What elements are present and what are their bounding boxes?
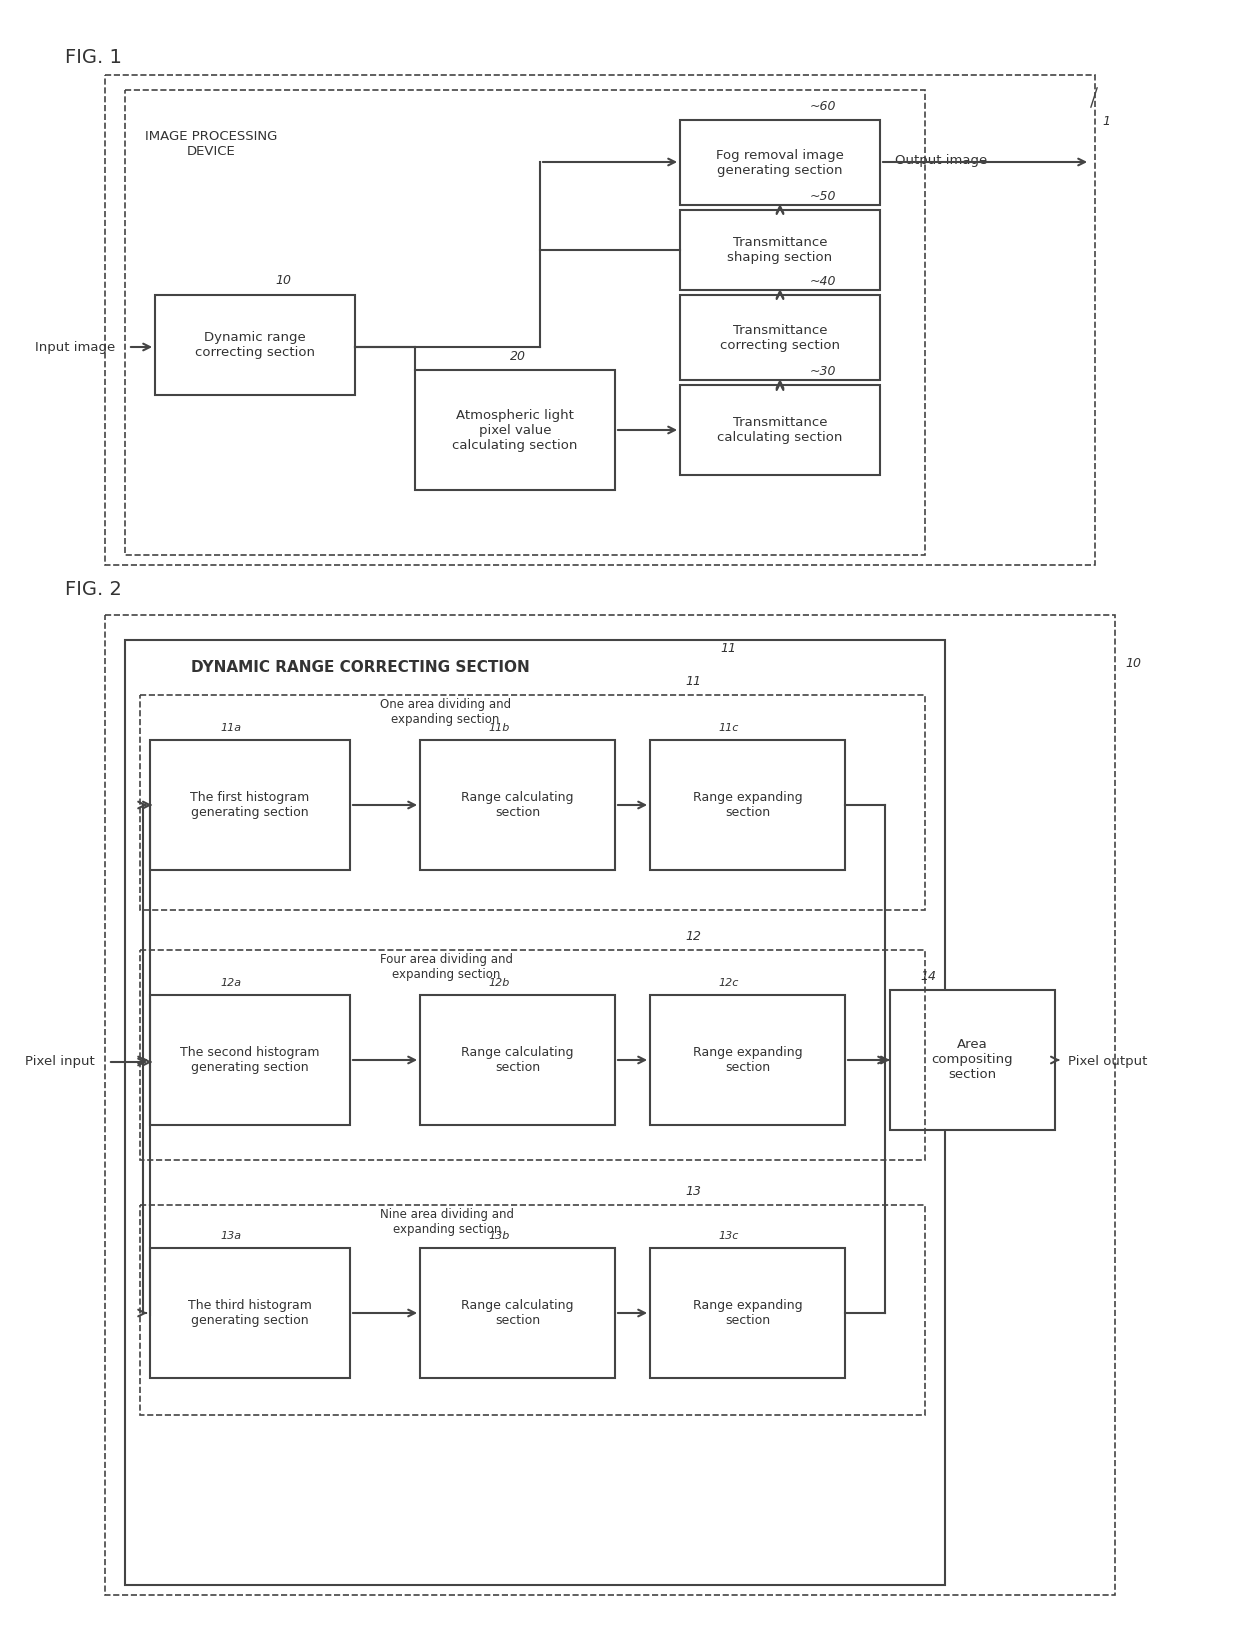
Text: ~50: ~50 xyxy=(810,191,837,204)
Text: 12: 12 xyxy=(684,930,701,943)
Text: FIG. 2: FIG. 2 xyxy=(64,580,122,599)
Text: DYNAMIC RANGE CORRECTING SECTION: DYNAMIC RANGE CORRECTING SECTION xyxy=(191,660,529,674)
Text: 12c: 12c xyxy=(718,977,738,989)
Text: 10: 10 xyxy=(275,274,291,287)
Bar xyxy=(140,1205,925,1416)
Text: Range expanding
section: Range expanding section xyxy=(693,792,802,819)
Bar xyxy=(420,995,615,1126)
Text: ~60: ~60 xyxy=(810,99,837,112)
Text: The second histogram
generating section: The second histogram generating section xyxy=(180,1046,320,1074)
Text: ~30: ~30 xyxy=(810,365,837,378)
Text: Transmittance
correcting section: Transmittance correcting section xyxy=(720,324,839,352)
Bar xyxy=(650,1248,844,1378)
Text: Fog removal image
generating section: Fog removal image generating section xyxy=(715,148,844,176)
Bar xyxy=(650,740,844,870)
Bar xyxy=(420,740,615,870)
Text: 11: 11 xyxy=(720,642,737,655)
Text: IMAGE PROCESSING
DEVICE: IMAGE PROCESSING DEVICE xyxy=(145,130,278,158)
Text: Area
compositing
section: Area compositing section xyxy=(931,1039,1013,1082)
Text: 11: 11 xyxy=(684,674,701,687)
Bar xyxy=(420,1248,615,1378)
Bar xyxy=(650,995,844,1126)
Text: 11a: 11a xyxy=(219,723,241,733)
Text: 11c: 11c xyxy=(718,723,738,733)
Text: 13b: 13b xyxy=(489,1232,510,1241)
Text: Range expanding
section: Range expanding section xyxy=(693,1298,802,1328)
Bar xyxy=(680,384,880,476)
Bar xyxy=(150,740,350,870)
Bar xyxy=(125,90,925,555)
Text: ~40: ~40 xyxy=(810,275,837,288)
Text: Range calculating
section: Range calculating section xyxy=(461,1298,574,1328)
Text: Output image: Output image xyxy=(895,153,987,166)
Text: Range calculating
section: Range calculating section xyxy=(461,792,574,819)
Text: Transmittance
calculating section: Transmittance calculating section xyxy=(717,415,843,445)
Text: The third histogram
generating section: The third histogram generating section xyxy=(188,1298,312,1328)
Text: One area dividing and
expanding section: One area dividing and expanding section xyxy=(379,697,511,727)
Bar xyxy=(125,640,945,1585)
Bar xyxy=(680,210,880,290)
Text: Dynamic range
correcting section: Dynamic range correcting section xyxy=(195,331,315,358)
Text: 11b: 11b xyxy=(489,723,510,733)
Text: 13a: 13a xyxy=(219,1232,241,1241)
Text: 20: 20 xyxy=(510,350,526,363)
Text: The first histogram
generating section: The first histogram generating section xyxy=(191,792,310,819)
Bar xyxy=(105,616,1115,1595)
Bar xyxy=(105,75,1095,565)
Text: Input image: Input image xyxy=(35,340,115,353)
Text: Pixel output: Pixel output xyxy=(1068,1056,1147,1069)
Text: 12a: 12a xyxy=(219,977,241,989)
Text: Atmospheric light
pixel value
calculating section: Atmospheric light pixel value calculatin… xyxy=(453,409,578,451)
Bar xyxy=(140,950,925,1160)
Text: 13: 13 xyxy=(684,1184,701,1197)
Bar xyxy=(140,696,925,911)
Text: FIG. 1: FIG. 1 xyxy=(64,47,122,67)
Bar xyxy=(415,370,615,490)
Text: Range expanding
section: Range expanding section xyxy=(693,1046,802,1074)
Bar xyxy=(150,1248,350,1378)
Text: 12b: 12b xyxy=(489,977,510,989)
Text: 14: 14 xyxy=(920,969,936,982)
Bar xyxy=(680,295,880,380)
Text: Transmittance
shaping section: Transmittance shaping section xyxy=(728,236,832,264)
Bar xyxy=(890,990,1055,1131)
Text: Pixel input: Pixel input xyxy=(25,1056,94,1069)
Text: 10: 10 xyxy=(1125,656,1141,670)
Bar xyxy=(155,295,355,394)
Text: Nine area dividing and
expanding section: Nine area dividing and expanding section xyxy=(379,1209,515,1236)
Text: Four area dividing and
expanding section: Four area dividing and expanding section xyxy=(379,953,513,981)
Text: Range calculating
section: Range calculating section xyxy=(461,1046,574,1074)
Text: 1: 1 xyxy=(1102,116,1110,129)
Bar xyxy=(150,995,350,1126)
Bar xyxy=(680,121,880,205)
Text: 13c: 13c xyxy=(718,1232,738,1241)
